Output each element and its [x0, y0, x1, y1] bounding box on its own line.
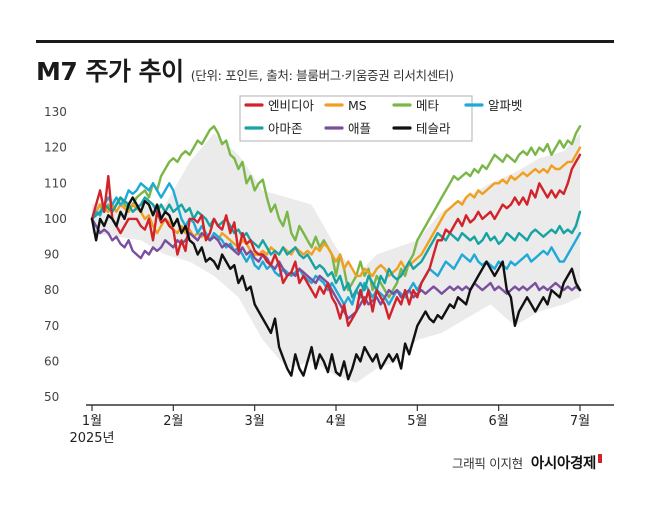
x-tick-label: 4월 [326, 414, 346, 429]
axes-layer: 50 60 70 80 90 100 110 120 130 1월 2025년 2월 3월 4월 5월 6월 7… [44, 105, 614, 446]
y-tick-label: 120 [44, 141, 67, 155]
x-tick-label: 5월 [407, 414, 427, 429]
x-tick-label: 3월 [245, 414, 265, 429]
legend-box [239, 95, 473, 142]
y-tick-label: 90 [44, 248, 59, 262]
y-tick-label: 110 [44, 176, 67, 190]
brand-logo: 아시아경제 [530, 456, 597, 472]
x-tick-label: 6월 [489, 414, 509, 429]
series-line [90, 153, 582, 327]
series-line [90, 196, 582, 299]
series-line [90, 217, 582, 320]
series-line [90, 196, 582, 381]
x-tick-label: 1월 [82, 414, 102, 429]
title-rule [36, 40, 614, 43]
y-tick-label: 60 [44, 354, 59, 368]
chart-header: M7 주가 추이 (단위: 포인트, 출처: 블룸버그·키움증권 리서치센터) [36, 52, 454, 86]
y-tick-label: 50 [44, 390, 59, 404]
credit-line: 그래픽 이지현 아시아경제 [452, 452, 603, 473]
series-line [90, 182, 582, 306]
legend-label: 애플 [348, 121, 371, 136]
legend-label: 엔비디아 [268, 98, 315, 113]
series-layer [90, 125, 582, 381]
brand-mark-icon [598, 454, 603, 463]
range-band [92, 133, 580, 383]
series-line [90, 125, 582, 299]
legend-label: 메타 [416, 98, 440, 113]
legend-label: MS [348, 98, 367, 113]
graphic-credit: 그래픽 이지현 [452, 456, 523, 471]
chart-subtitle: (단위: 포인트, 출처: 블룸버그·키움증권 리서치센터) [190, 68, 454, 83]
x-tick-label: 7월 [570, 414, 590, 429]
x-tick-sublabel: 2025년 [69, 431, 114, 446]
chart-title: M7 주가 추이 [36, 57, 184, 86]
y-tick-label: 100 [44, 212, 67, 226]
x-tick-label: 2월 [163, 414, 183, 429]
legend-label: 알파벳 [488, 98, 523, 113]
range-band-layer [92, 133, 580, 383]
y-tick-label: 130 [44, 105, 67, 119]
y-tick-label: 70 [44, 319, 59, 333]
y-tick-label: 80 [44, 283, 59, 297]
legend-label: 아마존 [268, 121, 303, 136]
legend-label: 테슬라 [416, 121, 451, 136]
